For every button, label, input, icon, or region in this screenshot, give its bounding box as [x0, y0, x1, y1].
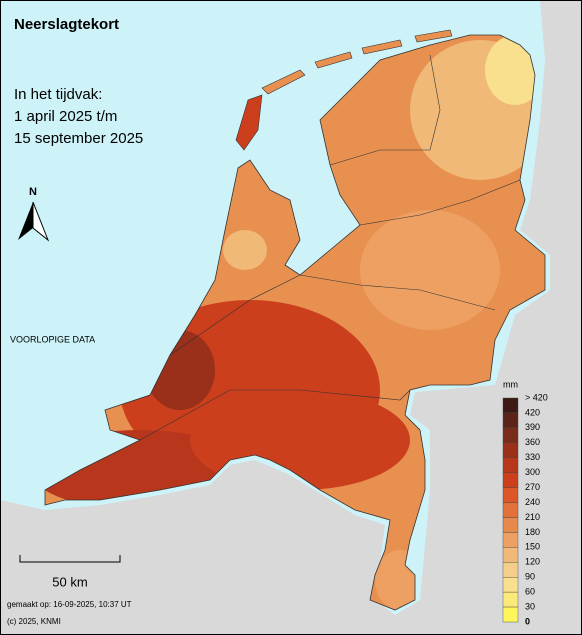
scale-label: 50 km [52, 574, 87, 589]
legend-label: 420 [525, 407, 540, 417]
legend-label: 240 [525, 497, 540, 507]
island [361, 39, 403, 55]
footer-copyright: (c) 2025, KNMI [7, 617, 61, 626]
legend-swatch [502, 532, 519, 548]
legend-label: 90 [525, 572, 535, 582]
legend-label: 330 [525, 452, 540, 462]
province-border [329, 54, 441, 166]
province-border [139, 389, 411, 441]
period-label: In het tijdvak: [14, 86, 102, 103]
island [235, 94, 263, 151]
legend-swatch [502, 577, 519, 593]
legend-swatch [502, 547, 519, 563]
province-border [299, 274, 496, 311]
legend-label: > 420 [525, 392, 548, 402]
legend-swatch [502, 562, 519, 578]
period-end: 15 september 2025 [14, 130, 143, 147]
north-label: N [29, 186, 37, 198]
legend-swatch [502, 427, 519, 444]
legend-label: 180 [525, 527, 540, 537]
legend-label: 270 [525, 482, 540, 492]
country-border [44, 34, 546, 611]
field-low [360, 210, 500, 330]
legend-swatch [502, 591, 519, 608]
legend-swatch [502, 442, 519, 458]
province-borders [139, 54, 521, 441]
legend-label: 390 [525, 422, 540, 432]
status: VOORLOPIGE DATA [10, 334, 95, 344]
legend-label: 0 [525, 616, 530, 626]
legend-swatch [502, 457, 519, 473]
legend-swatch [502, 502, 519, 518]
island [414, 29, 453, 43]
legend-label: 360 [525, 437, 540, 447]
footer-made: gemaakt op: 16-09-2025, 10:37 UT [7, 600, 132, 609]
legend-swatch [502, 487, 519, 503]
north-arrow-right [32, 201, 50, 242]
legend: mm > 42042039036033030027024021018015012… [502, 379, 548, 626]
north-arrow-left [18, 202, 33, 240]
island [314, 51, 353, 69]
title: Neerslagtekort [14, 16, 119, 33]
islands [235, 29, 453, 151]
legend-label: 120 [525, 557, 540, 567]
legend-label: 210 [525, 512, 540, 522]
legend-label: 150 [525, 542, 540, 552]
island [261, 69, 306, 95]
legend-swatch [502, 517, 519, 533]
province-border [359, 179, 521, 226]
legend-swatch [502, 397, 519, 414]
legend-label: 30 [525, 601, 535, 611]
province-border [169, 274, 301, 356]
field-low [223, 230, 267, 270]
scale-bar [19, 555, 121, 563]
legend-label: 300 [525, 467, 540, 477]
legend-label: 60 [525, 587, 535, 597]
legend-swatch [502, 472, 519, 488]
legend-swatch [502, 412, 519, 429]
legend-swatch [502, 606, 519, 623]
legend-unit: mm [503, 379, 518, 389]
period-start: 1 april 2025 t/m [14, 108, 117, 125]
